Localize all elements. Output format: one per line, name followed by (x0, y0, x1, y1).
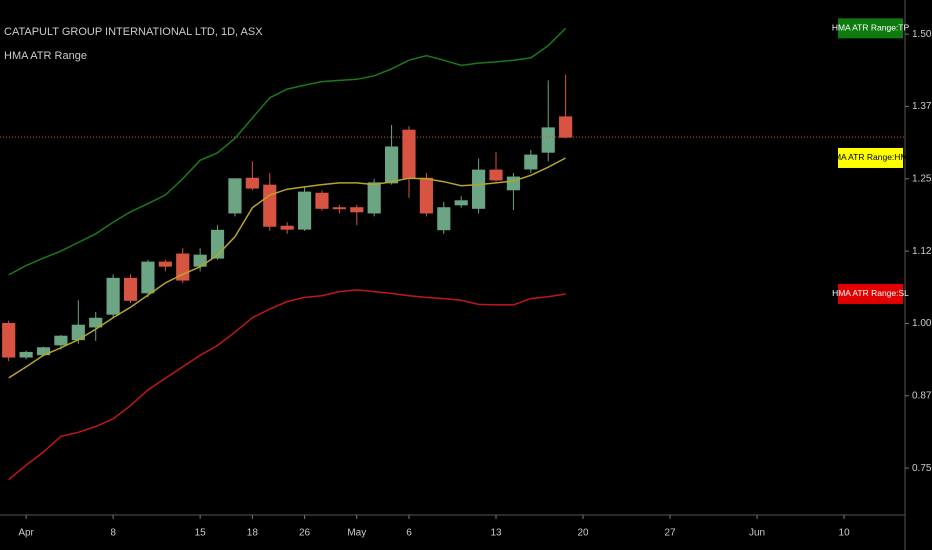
y-tick-label: 1.125 (912, 246, 932, 257)
candle-body (350, 207, 364, 213)
x-tick-label: 6 (406, 528, 412, 539)
indicator-line (8, 157, 566, 379)
candle-body (332, 207, 346, 210)
x-tick-label: Jun (749, 528, 765, 539)
x-tick-label: 13 (490, 528, 502, 539)
tag-label: HMA ATR Range:SL (832, 288, 909, 298)
candle-body (384, 146, 399, 184)
tag-label: HMA ATR Range:HMA (828, 152, 914, 162)
tag-box (838, 147, 903, 168)
candle-body (280, 225, 294, 230)
candle-body (245, 177, 259, 189)
indicator-name: HMA ATR Range (4, 50, 87, 62)
y-tick-label: 1.500 (912, 29, 932, 40)
candle-body (210, 229, 225, 259)
candle-body (524, 154, 538, 170)
series-tag: HMA ATR Range:TP (832, 18, 910, 39)
candle-body (559, 116, 573, 138)
series-tag: HMA ATR Range:HMA (828, 147, 914, 168)
candle-body (54, 335, 68, 346)
candle-body (19, 351, 33, 358)
candle-body (2, 322, 16, 358)
candle-body (437, 207, 451, 231)
x-tick-label: 15 (195, 528, 207, 539)
x-tick-label: 27 (664, 528, 676, 539)
y-tick-label: 1.250 (912, 173, 932, 184)
x-tick-label: 18 (247, 528, 259, 539)
tag-box (838, 283, 903, 304)
candle-body (419, 177, 433, 214)
series-tag: HMA ATR Range:SL (832, 283, 909, 304)
x-tick-label: 10 (839, 528, 851, 539)
chart-title: CATAPULT GROUP INTERNATIONAL LTD, 1D, AS… (4, 26, 263, 38)
y-tick-label: 0.750 (912, 463, 932, 474)
tag-box (838, 18, 903, 39)
y-tick-label: 1.000 (912, 318, 932, 329)
x-tick-label: 26 (299, 528, 311, 539)
y-tick-label: 0.875 (912, 390, 932, 401)
candle-body (158, 261, 172, 267)
tag-label: HMA ATR Range:TP (832, 23, 910, 33)
candle-body (106, 277, 120, 315)
x-tick-label: 20 (577, 528, 589, 539)
candle-body (472, 169, 486, 209)
x-tick-label: Apr (18, 528, 34, 539)
candle-body (141, 261, 155, 294)
candle-body (454, 200, 468, 206)
candle-body (89, 317, 103, 328)
candle-body (541, 127, 555, 153)
indicator-line (8, 27, 567, 276)
candle-body (123, 277, 138, 301)
x-tick-label: May (347, 528, 366, 539)
x-tick-label: 8 (110, 528, 116, 539)
candle-body (367, 182, 381, 214)
candle-body (489, 169, 503, 181)
candle-body (263, 184, 277, 227)
indicator-line (8, 289, 566, 481)
candle-body (297, 191, 312, 230)
y-tick-label: 1.375 (912, 101, 932, 112)
candle-body (228, 178, 242, 214)
candle-body (315, 192, 329, 209)
